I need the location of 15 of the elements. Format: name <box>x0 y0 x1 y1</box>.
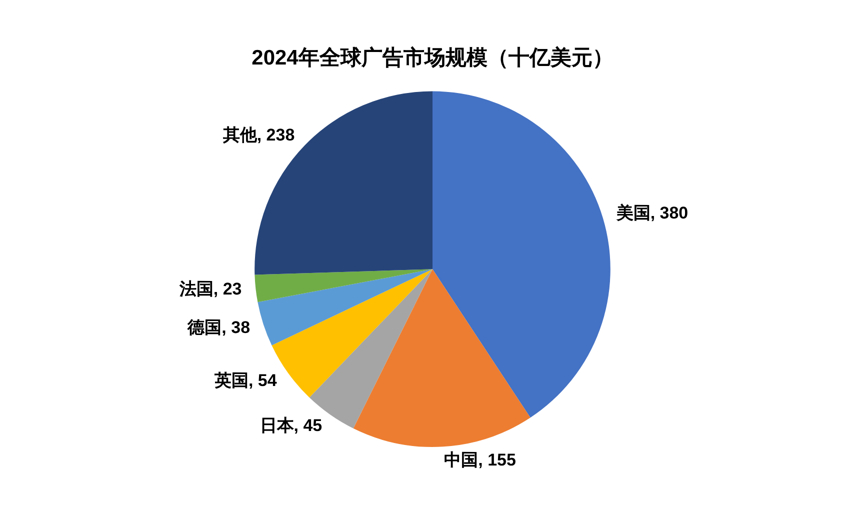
data-label: , 54 <box>248 371 278 390</box>
data-label: , 23 <box>213 280 242 299</box>
data-label: , 38 <box>222 318 250 338</box>
slice-label: 美国 <box>615 204 650 223</box>
slice-label: 中国 <box>444 450 478 470</box>
data-label: , 380 <box>650 204 688 223</box>
data-label: , 155 <box>478 450 516 470</box>
slice-label: 法国 <box>178 280 214 299</box>
data-label: , 45 <box>294 416 322 435</box>
slice-label: 日本 <box>260 416 295 435</box>
slice-label: 德国 <box>186 318 222 338</box>
data-label: , 238 <box>256 125 295 144</box>
slice-label: 英国 <box>213 371 248 390</box>
slice-label: 其他 <box>222 125 258 144</box>
chart-title: 2024年全球广告市场规模（十亿美元） <box>252 45 614 70</box>
